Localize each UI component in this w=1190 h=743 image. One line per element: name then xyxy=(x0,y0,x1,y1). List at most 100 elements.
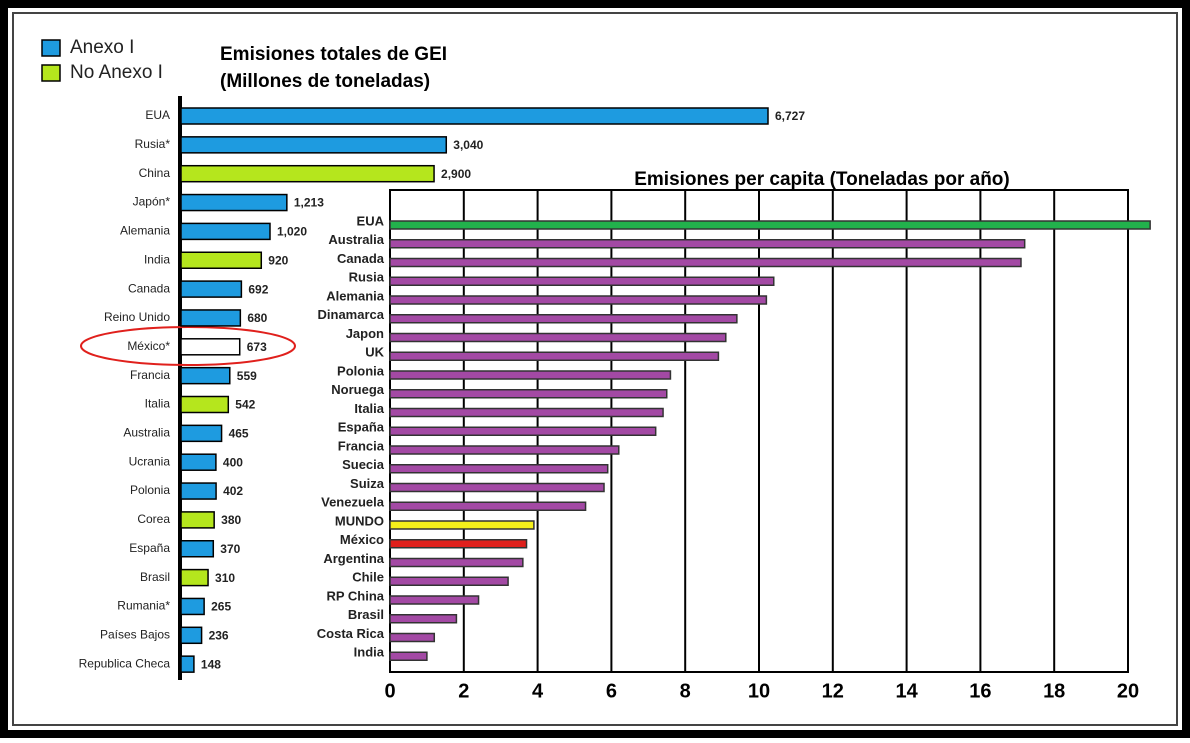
category-label: Costa Rica xyxy=(317,626,385,641)
category-label: Republica Checa xyxy=(79,656,171,670)
bar xyxy=(389,407,664,418)
category-label: Francia xyxy=(130,368,170,382)
bar xyxy=(180,626,203,645)
bar xyxy=(180,107,769,125)
legend-label: No Anexo I xyxy=(70,62,163,83)
category-label: Chile xyxy=(352,570,384,585)
category-label: Australia xyxy=(123,426,170,440)
x-tick-label: 20 xyxy=(1117,680,1139,702)
highlight-ellipse xyxy=(80,326,296,366)
legend-label: Anexo I xyxy=(70,37,134,58)
value-label: 3,040 xyxy=(453,138,483,152)
x-tick-label: 12 xyxy=(822,680,844,702)
bar xyxy=(180,338,241,356)
value-label: 542 xyxy=(235,398,255,412)
value-label: 680 xyxy=(247,311,267,325)
bar xyxy=(180,395,230,414)
value-label: 465 xyxy=(229,427,249,441)
category-label: Corea xyxy=(137,512,170,526)
bar xyxy=(180,453,217,471)
bar xyxy=(180,424,223,443)
category-label: Alemania xyxy=(326,288,385,303)
x-tick-label: 14 xyxy=(895,680,918,702)
x-tick-label: 10 xyxy=(748,680,770,702)
category-label: China xyxy=(139,166,171,180)
category-label: Japon xyxy=(346,326,384,341)
bar xyxy=(180,164,435,183)
category-label: India xyxy=(144,252,170,266)
category-label: Polonia xyxy=(130,483,170,497)
bar xyxy=(389,557,524,568)
bar xyxy=(180,655,195,673)
x-tick-label: 18 xyxy=(1043,680,1065,702)
category-label: México* xyxy=(127,339,170,353)
value-label: 1,020 xyxy=(277,225,307,239)
category-label: Italia xyxy=(354,401,384,416)
bar xyxy=(180,366,231,385)
category-label: Venezuela xyxy=(321,495,385,510)
category-label: EUA xyxy=(145,108,170,122)
bar xyxy=(389,445,620,455)
bar xyxy=(389,370,672,380)
bar xyxy=(180,482,217,500)
category-label: Japón* xyxy=(133,195,171,209)
bar xyxy=(180,309,242,327)
category-label: Rusia xyxy=(349,270,385,285)
value-label: 148 xyxy=(201,657,221,671)
chart-title: Emisiones totales de GEI xyxy=(220,44,447,65)
category-label: Rusia* xyxy=(135,137,171,151)
category-label: Dinamarca xyxy=(318,307,385,322)
category-label: MUNDO xyxy=(335,513,384,528)
bar xyxy=(389,351,720,361)
x-tick-label: 8 xyxy=(680,680,691,702)
category-label: España xyxy=(129,541,170,555)
category-label: Canada xyxy=(337,251,385,266)
bar xyxy=(389,220,1151,230)
category-label: Francia xyxy=(338,438,385,453)
chart-title: Emisiones per capita (Toneladas por año) xyxy=(634,169,1010,190)
category-label: Ucrania xyxy=(129,454,171,468)
bar xyxy=(389,295,768,305)
value-label: 236 xyxy=(209,628,229,642)
bar xyxy=(389,576,509,586)
category-label: Polonia xyxy=(337,363,385,378)
bar xyxy=(180,597,205,616)
category-label: Australia xyxy=(328,232,384,247)
value-label: 6,727 xyxy=(775,109,805,123)
bar xyxy=(389,614,458,624)
bar xyxy=(389,595,480,605)
bar xyxy=(389,520,535,530)
bar xyxy=(180,568,209,587)
bar xyxy=(389,464,609,474)
category-label: Brasil xyxy=(348,607,384,622)
legend-swatch xyxy=(41,39,61,57)
category-label: Canada xyxy=(128,281,170,295)
value-label: 310 xyxy=(215,571,235,585)
category-label: España xyxy=(338,420,385,435)
category-label: UK xyxy=(365,345,384,360)
bar xyxy=(389,539,528,549)
value-label: 2,900 xyxy=(441,167,471,181)
category-label: Rumania* xyxy=(117,599,170,613)
x-tick-label: 16 xyxy=(969,680,991,702)
bar xyxy=(389,482,605,493)
bar xyxy=(389,651,428,661)
bar xyxy=(389,239,1026,249)
value-label: 265 xyxy=(211,600,231,614)
legend-swatch xyxy=(41,64,61,82)
bar xyxy=(180,280,243,298)
value-label: 1,213 xyxy=(294,196,324,210)
category-label: Suecia xyxy=(342,457,385,472)
bar xyxy=(389,389,668,399)
bar xyxy=(180,136,448,154)
bar xyxy=(389,501,587,511)
x-tick-label: 4 xyxy=(532,680,544,702)
category-label: Suiza xyxy=(350,476,385,491)
value-label: 692 xyxy=(248,282,268,296)
value-label: 559 xyxy=(237,369,257,383)
category-label: Alemania xyxy=(120,224,170,238)
category-label: Noruega xyxy=(331,382,385,397)
category-label: Italia xyxy=(145,397,171,411)
